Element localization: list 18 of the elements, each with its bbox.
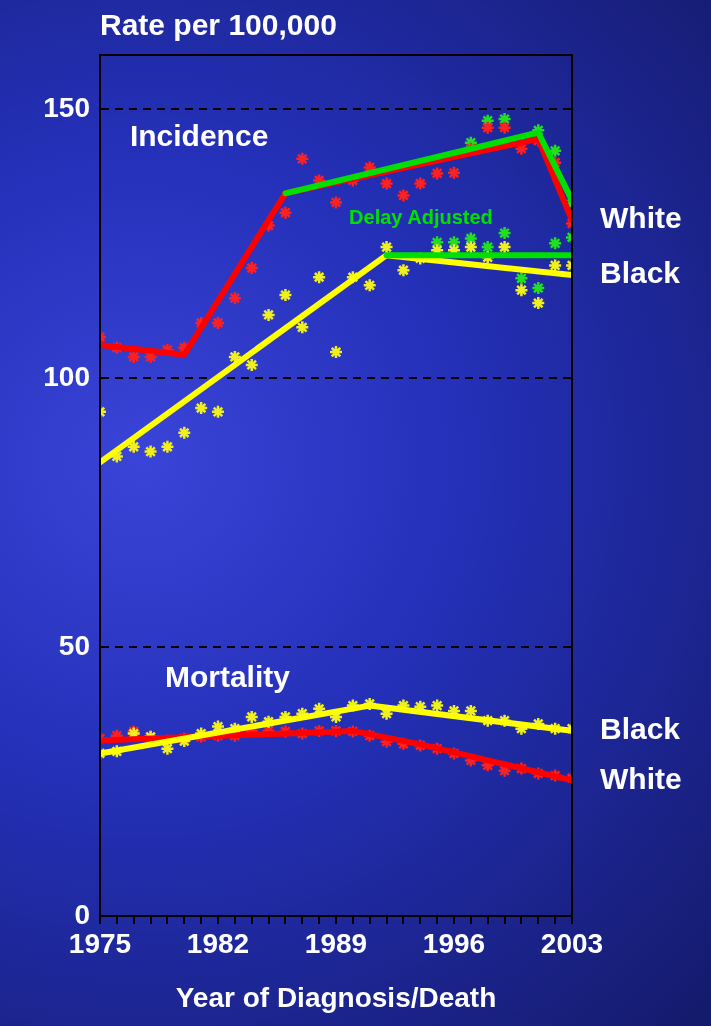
series-label: Black: [600, 256, 681, 290]
x-tick-label: 1975: [68, 927, 132, 959]
annotation: Incidence: [129, 118, 269, 152]
y-axis-title: Rate per 100,000: [100, 8, 337, 42]
series-label: White: [600, 761, 682, 795]
annotation: Mortality: [164, 659, 291, 693]
x-tick-label: 1982: [186, 927, 250, 959]
series-label: Black: [600, 712, 681, 746]
annotation: Delay Adjusted: [349, 206, 493, 229]
y-tick-label: 0: [74, 898, 90, 930]
x-tick-label: 1989: [304, 927, 368, 959]
x-tick-label: 2003: [540, 927, 604, 959]
y-tick-label: 50: [58, 629, 90, 661]
y-tick-label: 100: [43, 360, 90, 392]
x-axis-title: Year of Diagnosis/Death: [175, 981, 497, 1013]
series-label: White: [600, 201, 682, 235]
x-tick-label: 1996: [422, 927, 486, 959]
y-tick-label: 150: [43, 91, 90, 123]
